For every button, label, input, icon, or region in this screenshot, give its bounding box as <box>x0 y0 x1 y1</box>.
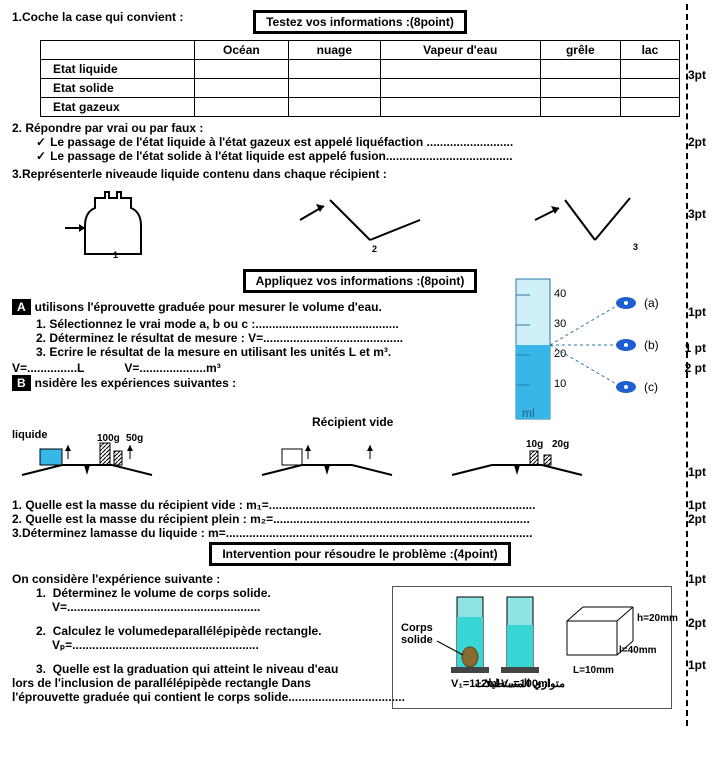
points-1pt-a: 1pt <box>688 305 706 319</box>
figC-box: V₁=112ml V₂=100ml Corps solide <box>392 586 672 709</box>
cyl-unit: ml <box>522 406 535 420</box>
svg-text:l=40mm: l=40mm <box>619 645 657 656</box>
A-intro: utilisons l'éprouvette graduée pour mesu… <box>35 300 382 314</box>
table-header-row: Océan nuage Vapeur d'eau grêle lac <box>41 41 680 60</box>
svg-text:40: 40 <box>554 288 566 300</box>
table-row: Etat liquide <box>41 60 680 79</box>
col-blank <box>41 41 195 60</box>
C-i2: Calculez le volumedeparallélépipède rect… <box>53 624 322 638</box>
svg-text:1: 1 <box>113 250 118 260</box>
row-gazeux: Etat gazeux <box>41 98 195 117</box>
B-intro: nsidère les expériences suivantes : <box>35 376 236 390</box>
col-ocean: Océan <box>194 41 288 60</box>
section1-title: Testez vos informations :(8point) <box>253 10 467 34</box>
C-intro: On considère l'expérience suivante : <box>12 572 708 586</box>
tilted-vessel-icon: 2 <box>290 190 430 260</box>
mass-questions: 1. Quelle est la masse du récipient vide… <box>12 498 708 540</box>
q2-item1: Le passage de l'état liquide à l'état ga… <box>36 135 708 149</box>
points-2pt-d: 2pt <box>688 512 706 526</box>
table-row: Etat solide <box>41 79 680 98</box>
recip-vide-label: Récipient vide <box>312 415 393 429</box>
q2-block: 2. Répondre par vrai ou par faux : Le pa… <box>12 121 708 163</box>
points-2pt: 2pt <box>688 135 706 149</box>
svg-text:3: 3 <box>633 242 638 252</box>
q1-table-wrap: Océan nuage Vapeur d'eau grêle lac Etat … <box>12 40 708 117</box>
svg-text:10: 10 <box>554 378 566 390</box>
points-1pt-g: 1pt <box>688 658 706 672</box>
svg-text:50g: 50g <box>126 433 143 444</box>
section2-title: Appliquez vos informations :(8point) <box>243 269 478 293</box>
q3-diagrams: 1 2 3 <box>12 185 708 265</box>
svg-text:h=20mm: h=20mm <box>637 613 678 624</box>
points-3pt: 3pt <box>688 68 706 82</box>
massq2: 2. Quelle est la masse du récipient plei… <box>12 512 708 526</box>
bottle-icon: 1 <box>65 190 185 260</box>
v-vessel-icon: 3 <box>535 190 655 260</box>
q1-prompt: 1.Coche la case qui convient : <box>12 10 183 24</box>
svg-text:100g: 100g <box>97 433 120 444</box>
points-1pt-f: 1pt <box>688 572 706 586</box>
col-lac: lac <box>620 41 679 60</box>
svg-text:30: 30 <box>554 318 566 330</box>
q3-title: 3.Représenterle niveaude liquide contenu… <box>12 167 708 181</box>
svg-text:L=10mm: L=10mm <box>573 665 614 676</box>
svg-text:20g: 20g <box>552 439 569 450</box>
col-grele: grêle <box>540 41 620 60</box>
col-nuage: nuage <box>288 41 380 60</box>
points-1pt-d: 1pt <box>688 465 706 479</box>
points-2pt-e: 2pt <box>688 616 706 630</box>
cylinder-figure: 40 30 20 10 ml (a) (b) ( <box>508 275 668 438</box>
points-1pt-b: 1 pt <box>685 341 706 355</box>
massq1: 1. Quelle est la masse du récipient vide… <box>12 498 708 512</box>
svg-text:متوازي المستطيلات: متوازي المستطيلات <box>475 678 565 691</box>
points-3pt-b: 3pt <box>688 207 706 221</box>
A-vm3: V=....................m³ <box>124 361 220 375</box>
col-vapeur: Vapeur d'eau <box>380 41 540 60</box>
A-vL: V=...............L <box>12 361 84 375</box>
table-row: Etat gazeux <box>41 98 680 117</box>
svg-text:Corps: Corps <box>401 622 433 634</box>
row-liquide: Etat liquide <box>41 60 195 79</box>
svg-text:20: 20 <box>554 348 566 360</box>
section1-header-row: 1.Coche la case qui convient : Testez vo… <box>12 10 708 34</box>
figC-svg: V₁=112ml V₂=100ml Corps solide <box>397 591 667 701</box>
C-i1: Déterminez le volume de corps solide. <box>53 586 271 600</box>
svg-text:(b): (b) <box>644 338 659 352</box>
svg-text:(a): (a) <box>644 296 659 310</box>
label-A: A <box>12 299 31 315</box>
section3-header-row: Intervention pour résoudre le problème :… <box>12 542 708 566</box>
points-1pt-e: 1pt <box>688 498 706 512</box>
C-i3: Quelle est la graduation qui atteint le … <box>53 662 339 676</box>
svg-text:10g: 10g <box>526 439 543 450</box>
svg-text:2: 2 <box>372 244 377 254</box>
q2-title: 2. Répondre par vrai ou par faux : <box>12 121 708 135</box>
row-solide: Etat solide <box>41 79 195 98</box>
balances-svg: 100g 50g <box>12 441 652 491</box>
q1-table: Océan nuage Vapeur d'eau grêle lac Etat … <box>40 40 680 117</box>
label-B: B <box>12 375 31 391</box>
massq3: 3.Déterminez lamasse du liquide : m=....… <box>12 526 708 540</box>
q2-item2: Le passage de l'état solide à l'état liq… <box>36 149 708 163</box>
section3-title: Intervention pour résoudre le problème :… <box>209 542 510 566</box>
cylinder-svg: 40 30 20 10 ml (a) (b) ( <box>508 275 668 435</box>
svg-text:solide: solide <box>401 634 433 646</box>
balance-row: Récipient vide liquide 100g 50g <box>12 429 708 494</box>
partC-block: On considère l'expérience suivante : 1. … <box>12 572 708 722</box>
svg-text:(c): (c) <box>644 380 658 394</box>
partA-block: A utilisons l'éprouvette graduée pour me… <box>12 299 708 429</box>
points-2pt-c: 2 pt <box>685 361 706 375</box>
q3-block: 3.Représenterle niveaude liquide contenu… <box>12 167 708 265</box>
